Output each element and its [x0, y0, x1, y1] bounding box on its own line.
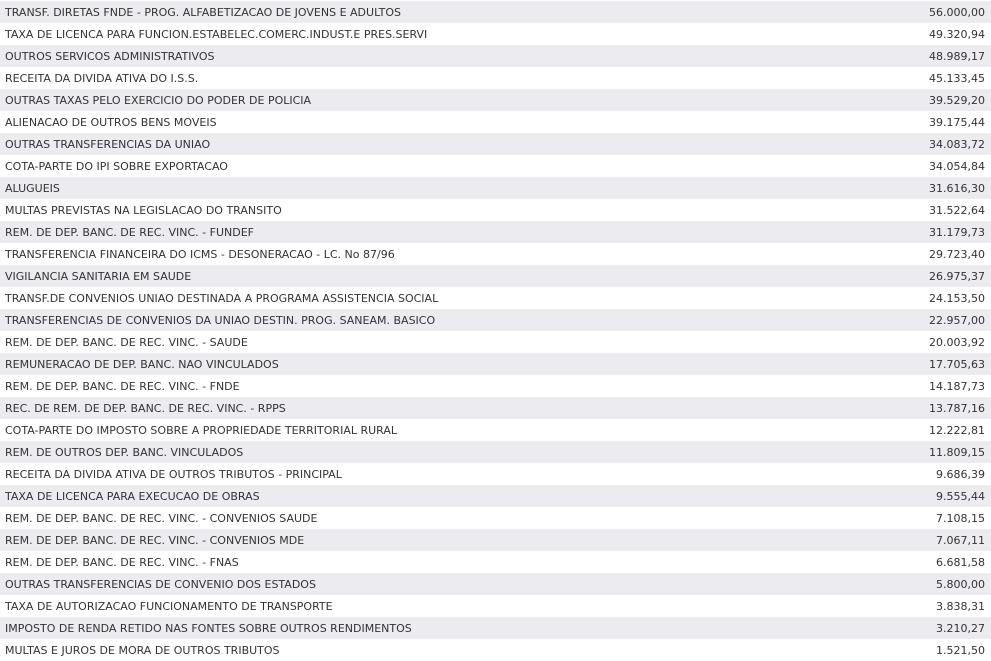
revenue-value: 34.083,72 — [840, 133, 991, 155]
table-row: ALUGUEIS 31.616,30 — [0, 177, 991, 199]
revenue-value: 17.705,63 — [840, 353, 991, 375]
revenue-description: RECEITA DA DIVIDA ATIVA DO I.S.S. — [5, 71, 199, 85]
revenue-value: 3.838,31 — [936, 599, 985, 613]
table-row: MULTAS PREVISTAS NA LEGISLACAO DO TRANSI… — [0, 199, 991, 221]
table-row: ALIENACAO DE OUTROS BENS MOVEIS 39.175,44 — [0, 111, 991, 133]
table-row: REM. DE DEP. BANC. DE REC. VINC. - CONVE… — [0, 507, 991, 529]
revenue-description: REM. DE DEP. BANC. DE REC. VINC. - FUNDE… — [0, 221, 840, 243]
revenue-description: MULTAS E JUROS DE MORA DE OUTROS TRIBUTO… — [5, 643, 280, 657]
table-row: TAXA DE AUTORIZACAO FUNCIONAMENTO DE TRA… — [0, 595, 991, 617]
revenue-value: 39.529,20 — [840, 89, 991, 111]
revenue-value: 3.210,27 — [840, 617, 991, 639]
revenue-value: 49.320,94 — [929, 27, 985, 41]
revenue-value: 31.179,73 — [840, 221, 991, 243]
table-row: MULTAS E JUROS DE MORA DE OUTROS TRIBUTO… — [0, 639, 991, 661]
revenue-value: 12.222,81 — [929, 423, 985, 437]
revenue-value: 5.800,00 — [840, 573, 991, 595]
revenue-description: TAXA DE LICENCA PARA EXECUCAO DE OBRAS — [0, 485, 840, 507]
revenue-description: TRANSF. DIRETAS FNDE - PROG. ALFABETIZAC… — [0, 1, 840, 23]
revenue-description: COTA-PARTE DO IPI SOBRE EXPORTACAO — [5, 159, 228, 173]
revenue-description: REC. DE REM. DE DEP. BANC. DE REC. VINC.… — [0, 397, 840, 419]
revenue-value: 29.723,40 — [929, 247, 985, 261]
revenue-value: 22.957,00 — [840, 309, 991, 331]
revenue-value: 9.555,44 — [840, 485, 991, 507]
revenue-value: 39.175,44 — [929, 115, 985, 129]
table-row: REM. DE DEP. BANC. DE REC. VINC. - SAUDE… — [0, 331, 991, 353]
revenue-description: TAXA DE AUTORIZACAO FUNCIONAMENTO DE TRA… — [5, 599, 333, 613]
table-row: TRANSF. DIRETAS FNDE - PROG. ALFABETIZAC… — [0, 1, 991, 23]
revenue-description: ALIENACAO DE OUTROS BENS MOVEIS — [5, 115, 217, 129]
table-row: REMUNERACAO DE DEP. BANC. NAO VINCULADOS… — [0, 353, 991, 375]
table-row: IMPOSTO DE RENDA RETIDO NAS FONTES SOBRE… — [0, 617, 991, 639]
table-row: COTA-PARTE DO IMPOSTO SOBRE A PROPRIEDAD… — [0, 419, 991, 441]
table-row: REM. DE DEP. BANC. DE REC. VINC. - CONVE… — [0, 529, 991, 551]
table-row: RECEITA DA DIVIDA ATIVA DO I.S.S. 45.133,… — [0, 67, 991, 89]
revenue-description: TAXA DE LICENCA PARA FUNCION.ESTABELEC.C… — [5, 27, 428, 41]
revenue-description: REM. DE DEP. BANC. DE REC. VINC. - FNDE — [5, 379, 240, 393]
revenue-value: 1.521,50 — [936, 643, 985, 657]
revenue-description: REMUNERACAO DE DEP. BANC. NAO VINCULADOS — [0, 353, 840, 375]
revenue-description: MULTAS PREVISTAS NA LEGISLACAO DO TRANSI… — [5, 203, 282, 217]
revenue-description: COTA-PARTE DO IMPOSTO SOBRE A PROPRIEDAD… — [5, 423, 398, 437]
table-row: TAXA DE LICENCA PARA EXECUCAO DE OBRAS 9.… — [0, 485, 991, 507]
table-row: COTA-PARTE DO IPI SOBRE EXPORTACAO 34.054… — [0, 155, 991, 177]
table-row: OUTRAS TRANSFERENCIAS DA UNIAO 34.083,72 — [0, 133, 991, 155]
table-row: REM. DE OUTROS DEP. BANC. VINCULADOS 11.8… — [0, 441, 991, 463]
revenue-description: TRANSFERENCIAS DE CONVENIOS DA UNIAO DES… — [0, 309, 840, 331]
revenue-description: REM. DE DEP. BANC. DE REC. VINC. - FNAS — [5, 555, 239, 569]
table-row: REM. DE DEP. BANC. DE REC. VINC. - FNDE 1… — [0, 375, 991, 397]
revenue-value: 6.681,58 — [936, 555, 985, 569]
revenue-value: 14.187,73 — [929, 379, 985, 393]
table-row: TAXA DE LICENCA PARA FUNCION.ESTABELEC.C… — [0, 23, 991, 45]
revenue-value: 24.153,50 — [929, 291, 985, 305]
revenue-value: 9.686,39 — [936, 467, 985, 481]
table-row: REM. DE DEP. BANC. DE REC. VINC. - FUNDE… — [0, 221, 991, 243]
revenue-description: RECEITA DA DIVIDA ATIVA DE OUTROS TRIBUT… — [5, 467, 342, 481]
revenue-description: REM. DE OUTROS DEP. BANC. VINCULADOS — [0, 441, 840, 463]
revenue-description: VIGILANCIA SANITARIA EM SAUDE — [0, 265, 840, 287]
revenue-value: 31.616,30 — [840, 177, 991, 199]
revenue-description: REM. DE DEP. BANC. DE REC. VINC. - CONVE… — [5, 511, 318, 525]
table-row: TRANSFERENCIAS DE CONVENIOS DA UNIAO DES… — [0, 309, 991, 331]
revenue-description: ALUGUEIS — [0, 177, 840, 199]
table-row: REC. DE REM. DE DEP. BANC. DE REC. VINC.… — [0, 397, 991, 419]
table-row: TRANSF.DE CONVENIOS UNIAO DESTINADA A PR… — [0, 287, 991, 309]
revenue-value: 7.108,15 — [936, 511, 985, 525]
revenue-description: OUTROS SERVICOS ADMINISTRATIVOS — [0, 45, 840, 67]
table-row: OUTRAS TAXAS PELO EXERCICIO DO PODER DE … — [0, 89, 991, 111]
revenue-description: REM. DE DEP. BANC. DE REC. VINC. - CONVE… — [0, 529, 840, 551]
revenue-description: REM. DE DEP. BANC. DE REC. VINC. - SAUDE — [5, 335, 248, 349]
revenue-value: 11.809,15 — [840, 441, 991, 463]
revenue-value: 7.067,11 — [840, 529, 991, 551]
revenue-value: 56.000,00 — [840, 1, 991, 23]
revenue-description: TRANSF.DE CONVENIOS UNIAO DESTINADA A PR… — [5, 291, 439, 305]
table-row: TRANSFERENCIA FINANCEIRA DO ICMS - DESON… — [0, 243, 991, 265]
revenue-value: 26.975,37 — [840, 265, 991, 287]
revenue-value: 31.522,64 — [929, 203, 985, 217]
table-row: VIGILANCIA SANITARIA EM SAUDE 26.975,37 — [0, 265, 991, 287]
revenue-description: OUTRAS TRANSFERENCIAS DA UNIAO — [0, 133, 840, 155]
revenue-description: OUTRAS TRANSFERENCIAS DE CONVENIO DOS ES… — [0, 573, 840, 595]
revenue-description: TRANSFERENCIA FINANCEIRA DO ICMS - DESON… — [5, 247, 395, 261]
revenue-value: 34.054,84 — [929, 159, 985, 173]
revenue-value: 48.989,17 — [840, 45, 991, 67]
revenue-description: OUTRAS TAXAS PELO EXERCICIO DO PODER DE … — [0, 89, 840, 111]
table-row: OUTRAS TRANSFERENCIAS DE CONVENIO DOS ES… — [0, 573, 991, 595]
revenue-value: 45.133,45 — [929, 71, 985, 85]
revenue-value: 20.003,92 — [929, 335, 985, 349]
table-row: OUTROS SERVICOS ADMINISTRATIVOS 48.989,17 — [0, 45, 991, 67]
table-row: REM. DE DEP. BANC. DE REC. VINC. - FNAS 6… — [0, 551, 991, 573]
revenue-description: IMPOSTO DE RENDA RETIDO NAS FONTES SOBRE… — [0, 617, 840, 639]
table-row: RECEITA DA DIVIDA ATIVA DE OUTROS TRIBUT… — [0, 463, 991, 485]
revenue-value: 13.787,16 — [840, 397, 991, 419]
